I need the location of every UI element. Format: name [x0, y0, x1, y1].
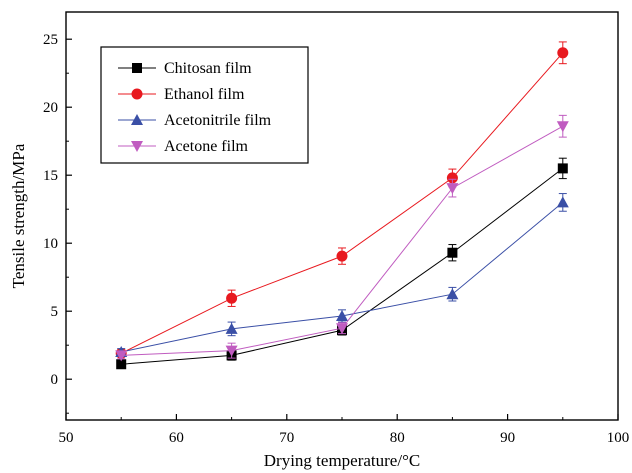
series-layer — [115, 41, 569, 370]
y-tick-label: 10 — [43, 236, 58, 252]
x-tick-label: 50 — [59, 430, 74, 446]
y-tick-label: 5 — [51, 304, 59, 320]
data-point — [336, 250, 348, 262]
x-tick-label: 70 — [279, 430, 294, 446]
x-tick-label: 80 — [390, 430, 405, 446]
data-point — [336, 309, 348, 321]
data-point — [557, 163, 568, 174]
data-point — [446, 172, 458, 184]
data-point — [116, 359, 127, 370]
x-axis-label: Drying temperature/°C — [264, 451, 420, 470]
legend-marker — [131, 88, 143, 100]
data-point — [225, 345, 238, 357]
y-tick-label: 15 — [43, 168, 58, 184]
y-axis-label: Tensile strength/MPa — [9, 143, 28, 288]
data-point — [336, 323, 348, 335]
x-tick-label: 60 — [169, 430, 184, 446]
legend: Chitosan film Ethanol film Acetonitrile fi… — [100, 46, 309, 164]
legend-marker — [131, 114, 143, 125]
data-point — [447, 247, 458, 258]
legend-marker — [131, 141, 143, 152]
legend-label: Chitosan film — [164, 60, 252, 77]
y-tick-label: 25 — [43, 32, 58, 48]
x-tick-label: 90 — [500, 430, 515, 446]
data-point — [225, 322, 238, 334]
data-point — [557, 47, 569, 59]
legend-label: Acetone film — [164, 138, 249, 155]
data-point — [446, 183, 459, 195]
data-point — [556, 196, 569, 208]
legend-marker — [132, 63, 142, 73]
x-tick-label: 100 — [607, 430, 630, 446]
y-tick-label: 0 — [51, 372, 59, 388]
legend-label: Ethanol film — [164, 86, 245, 103]
x-axis: 50 60 70 80 90 100 — [59, 414, 630, 446]
series-acetone-film — [115, 114, 569, 362]
legend-label: Acetonitrile film — [164, 112, 272, 129]
data-point — [226, 292, 238, 304]
data-point — [556, 121, 569, 133]
y-tick-label: 20 — [43, 100, 58, 116]
y-axis: 0 5 10 15 20 25 — [43, 32, 72, 414]
data-point — [115, 350, 128, 362]
data-point — [446, 288, 459, 300]
